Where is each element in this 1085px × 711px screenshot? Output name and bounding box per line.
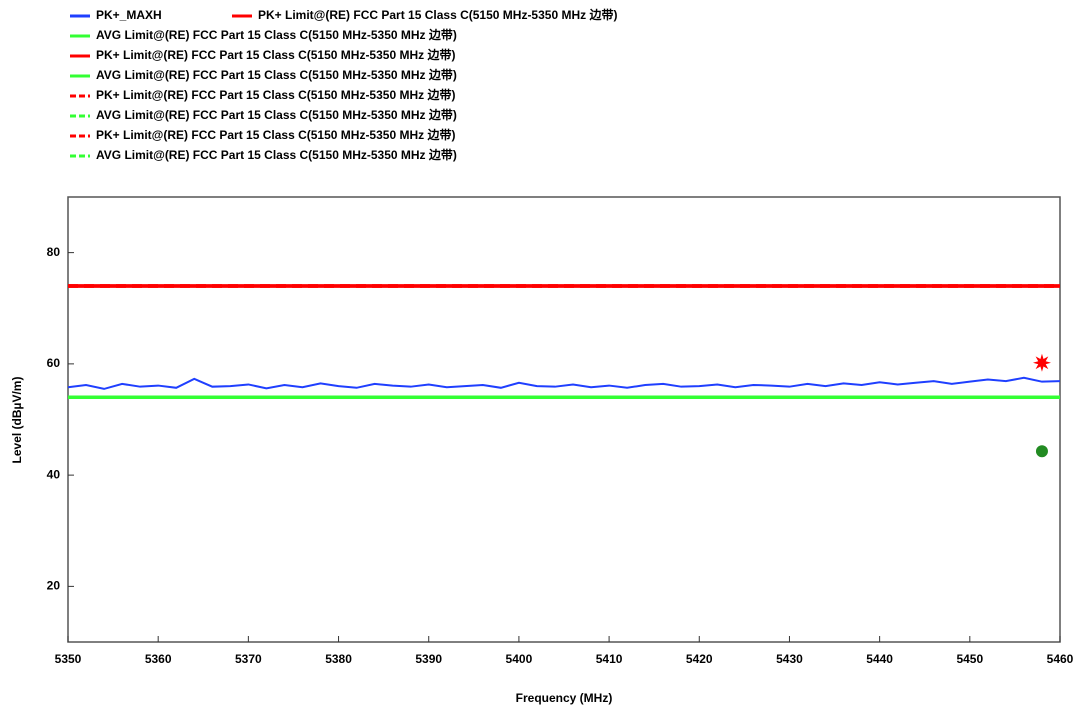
- x-tick-label: 5380: [325, 652, 352, 666]
- x-tick-label: 5450: [956, 652, 983, 666]
- legend-label: PK+_MAXH: [96, 8, 162, 22]
- x-tick-label: 5410: [596, 652, 623, 666]
- y-axis-label: Level (dBµV/m): [10, 377, 24, 464]
- plot-area: [67, 196, 1061, 643]
- x-tick-label: 5370: [235, 652, 262, 666]
- x-tick-label: 5360: [145, 652, 172, 666]
- x-tick-label: 5390: [415, 652, 442, 666]
- series-line: [67, 376, 1061, 390]
- x-tick-label: 5430: [776, 652, 803, 666]
- x-tick-label: 5350: [55, 652, 82, 666]
- x-axis-label: Frequency (MHz): [516, 691, 613, 705]
- legend-label: PK+ Limit@(RE) FCC Part 15 Class C(5150 …: [96, 47, 455, 62]
- marker-dot: [1035, 445, 1048, 458]
- legend-label: AVG Limit@(RE) FCC Part 15 Class C(5150 …: [96, 27, 457, 42]
- y-tick-label: 80: [47, 245, 61, 259]
- y-tick-label: 60: [47, 356, 61, 370]
- x-tick-label: 5460: [1047, 652, 1074, 666]
- x-tick-label: 5440: [866, 652, 893, 666]
- x-tick-label: 5400: [506, 652, 533, 666]
- legend-label: AVG Limit@(RE) FCC Part 15 Class C(5150 …: [96, 147, 457, 162]
- x-tick-label: 5420: [686, 652, 713, 666]
- legend-label: PK+ Limit@(RE) FCC Part 15 Class C(5150 …: [258, 7, 617, 22]
- legend-label: AVG Limit@(RE) FCC Part 15 Class C(5150 …: [96, 67, 457, 82]
- legend-label: PK+ Limit@(RE) FCC Part 15 Class C(5150 …: [96, 127, 455, 142]
- marker-star: [1032, 353, 1051, 372]
- y-tick-label: 20: [47, 579, 61, 593]
- legend-label: AVG Limit@(RE) FCC Part 15 Class C(5150 …: [96, 107, 457, 122]
- y-tick-label: 40: [47, 467, 61, 481]
- legend-label: PK+ Limit@(RE) FCC Part 15 Class C(5150 …: [96, 87, 455, 102]
